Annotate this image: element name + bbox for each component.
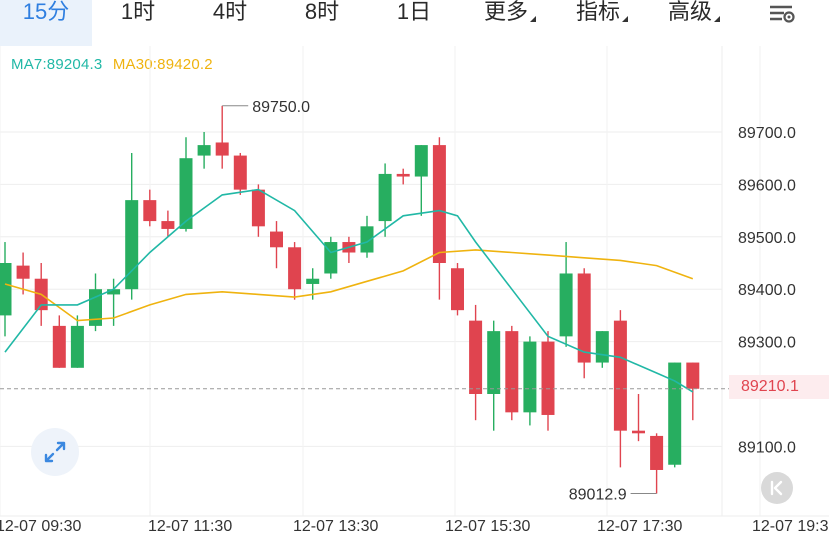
- tab-5[interactable]: 更多: [460, 0, 552, 46]
- candle-body: [432, 145, 446, 263]
- candle-body: [451, 268, 464, 311]
- tab-label: 15分: [22, 0, 70, 24]
- candle-body: [233, 155, 247, 190]
- candle-body: [559, 273, 573, 337]
- ma30-line: [4, 249, 694, 322]
- candle-body: [215, 142, 229, 156]
- tab-label: 高级: [667, 0, 712, 24]
- candle-body: [378, 173, 392, 222]
- ma-legend: MA7:89204.3 MA30:89420.2: [11, 56, 219, 73]
- tab-label: 4时: [212, 0, 248, 24]
- x-tick-label: 12-07 17:30: [597, 518, 683, 535]
- candle-body: [595, 331, 609, 363]
- candle-body: [52, 325, 66, 368]
- candle-body: [613, 320, 627, 431]
- tab-7[interactable]: 高级: [644, 0, 736, 46]
- x-tick-label: 12-07 11:30: [148, 518, 232, 535]
- candle-body: [632, 430, 645, 434]
- candle-body: [505, 331, 519, 413]
- candle-body: [541, 341, 555, 415]
- y-tick-label: 89100.0: [738, 439, 796, 456]
- high-price-label: 89750.0: [252, 99, 310, 116]
- candle-body: [107, 289, 121, 295]
- x-tick-label: 12-07 09:30: [0, 518, 82, 535]
- ma7-legend-label: MA7:89204.3: [11, 56, 103, 73]
- candle-body: [161, 221, 175, 229]
- low-price-label: 89012.9: [569, 487, 627, 504]
- candle-body: [16, 265, 30, 279]
- settings-sliders-icon[interactable]: [766, 2, 798, 24]
- tab-1[interactable]: 1时: [92, 0, 184, 46]
- y-tick-label: 89300.0: [738, 335, 796, 352]
- x-tick-label: 12-07 19:30: [752, 518, 829, 535]
- candle-body: [0, 263, 12, 316]
- tab-label: 指标: [575, 0, 620, 24]
- candlestick-chart[interactable]: 89700.0 89600.0 89500.0 89400.0 89300.0 89100…: [0, 46, 829, 541]
- tab-3[interactable]: 8时: [276, 0, 368, 46]
- y-tick-label: 89600.0: [738, 177, 796, 194]
- candle-body: [306, 278, 320, 284]
- dropdown-caret-icon: [714, 16, 720, 22]
- tab-label: 更多: [483, 0, 528, 24]
- candle-body: [197, 145, 211, 156]
- candle-body: [577, 273, 591, 363]
- x-tick-label: 12-07 13:30: [293, 518, 379, 535]
- candle-body: [70, 325, 84, 368]
- candle-body: [143, 200, 157, 222]
- dropdown-caret-icon: [622, 16, 628, 22]
- candle-body: [487, 331, 501, 394]
- candle-body: [288, 247, 302, 290]
- candle-body: [414, 145, 428, 177]
- candle-body: [668, 362, 682, 465]
- expand-chart-button[interactable]: [31, 428, 79, 476]
- current-price-label: 89210.1: [729, 375, 829, 399]
- candle-body: [396, 173, 410, 177]
- candle-body: [523, 341, 537, 413]
- tab-label: 8时: [304, 0, 340, 24]
- candle-body: [686, 362, 700, 389]
- tab-label: 1时: [120, 0, 156, 24]
- candle-body: [469, 320, 483, 394]
- tab-6[interactable]: 指标: [552, 0, 644, 46]
- candle-body: [179, 158, 193, 229]
- candle-body: [270, 231, 283, 248]
- y-tick-label: 89700.0: [738, 125, 796, 142]
- y-tick-label: 89500.0: [738, 230, 796, 247]
- y-tick-label: 89400.0: [738, 282, 796, 299]
- x-tick-label: 12-07 15:30: [445, 518, 531, 535]
- tab-4[interactable]: 1日: [368, 0, 460, 46]
- expand-arrows-icon: [44, 441, 66, 463]
- tab-0[interactable]: 15分: [0, 0, 92, 46]
- timeframe-tabs: 15分 1时 4时 8时 1日 更多 指标 高级: [0, 0, 829, 46]
- scroll-to-latest-icon: [770, 480, 783, 496]
- candle-body: [650, 435, 664, 470]
- tab-2[interactable]: 4时: [184, 0, 276, 46]
- dropdown-caret-icon: [530, 16, 536, 22]
- ma7-line: [4, 188, 694, 393]
- candle-body: [360, 226, 374, 253]
- scroll-to-latest-button[interactable]: [761, 472, 793, 504]
- ma30-legend-label: MA30:89420.2: [112, 56, 213, 73]
- tab-label: 1日: [396, 0, 432, 24]
- candle-body: [251, 189, 265, 227]
